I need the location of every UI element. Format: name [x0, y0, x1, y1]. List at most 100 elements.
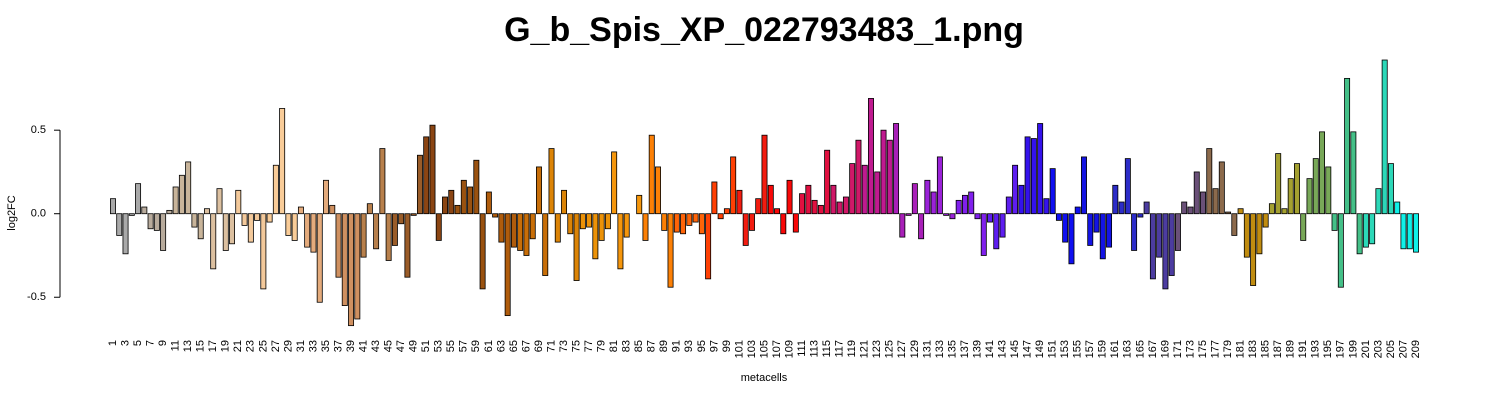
x-tick-label: 77: [583, 340, 595, 352]
bar: [1049, 168, 1056, 215]
x-tick-label: 69: [533, 340, 545, 352]
bar: [667, 213, 674, 288]
bar: [498, 213, 505, 243]
x-tick-label: 49: [408, 340, 420, 352]
x-tick-label: 91: [671, 340, 683, 352]
bar: [642, 213, 649, 241]
bar: [893, 123, 900, 215]
bar: [1099, 213, 1106, 260]
bar: [379, 148, 386, 215]
bar: [617, 213, 624, 270]
x-tick-label: 105: [758, 340, 770, 358]
bar: [1344, 77, 1351, 215]
bar: [604, 213, 611, 230]
bar: [774, 208, 780, 215]
bar: [122, 213, 129, 255]
x-tick-label: 153: [1059, 340, 1071, 358]
x-tick-label: 195: [1322, 340, 1334, 358]
x-tick-label: 71: [545, 340, 557, 352]
x-tick-label: 41: [357, 340, 369, 352]
bar: [661, 213, 668, 231]
x-tick-label: 103: [746, 340, 758, 358]
x-tick-label: 29: [282, 340, 294, 352]
bar: [586, 213, 593, 228]
bar: [842, 196, 849, 215]
x-tick-label: 25: [257, 340, 269, 352]
x-tick-label: 115: [821, 340, 833, 358]
bar: [836, 201, 843, 215]
bar: [128, 213, 135, 216]
x-tick-label: 53: [433, 340, 445, 352]
bar: [517, 213, 524, 251]
x-tick-label: 193: [1310, 340, 1322, 358]
bar: [410, 213, 417, 216]
x-tick-label: 43: [370, 340, 382, 352]
bar: [987, 213, 993, 223]
x-tick-label: 181: [1235, 340, 1247, 358]
x-tick-label: 147: [1022, 340, 1034, 358]
x-tick-label: 23: [245, 340, 257, 352]
x-tick-label: 127: [896, 340, 908, 358]
bar: [961, 194, 968, 215]
x-tick-label: 59: [470, 340, 482, 352]
x-tick-label: 107: [771, 340, 783, 358]
x-tick-label: 61: [483, 340, 495, 352]
bar: [1005, 196, 1012, 215]
bar: [348, 213, 355, 327]
bar: [360, 213, 367, 258]
bar: [1356, 213, 1363, 255]
bar: [1243, 213, 1250, 258]
x-tick-label: 191: [1297, 340, 1309, 358]
x-axis-title: metacells: [741, 372, 788, 384]
bar: [673, 213, 680, 233]
bar: [435, 213, 442, 241]
bar: [1413, 213, 1419, 253]
bar: [717, 213, 724, 220]
bar: [1319, 131, 1326, 215]
x-tick-label: 11: [170, 340, 182, 351]
x-tick-label: 37: [332, 340, 344, 352]
bar: [203, 208, 210, 215]
bar: [467, 186, 474, 215]
bar: [980, 213, 987, 256]
x-tick-label: 47: [395, 340, 407, 352]
bar: [623, 213, 630, 238]
bar: [316, 213, 323, 303]
x-tick-label: 133: [934, 340, 946, 358]
x-tick-label: 207: [1397, 340, 1409, 358]
x-tick-label: 141: [984, 340, 996, 358]
x-tick-label: 187: [1272, 340, 1284, 358]
x-tick-label: 13: [182, 340, 194, 352]
bar: [824, 149, 831, 215]
bar: [1300, 213, 1307, 241]
x-tick-label: 9: [157, 340, 169, 346]
bar: [1062, 213, 1069, 243]
bar: [1168, 213, 1175, 276]
bar: [936, 156, 943, 215]
bar: [166, 209, 173, 215]
bar: [153, 213, 160, 231]
x-tick-label: 185: [1260, 340, 1272, 358]
bar: [1375, 188, 1382, 215]
bar: [1325, 166, 1332, 215]
x-tick-label: 99: [721, 340, 733, 352]
bar: [918, 213, 925, 240]
bar: [1112, 184, 1119, 215]
bar: [341, 213, 348, 306]
bar: [1387, 163, 1394, 215]
x-tick-label: 165: [1134, 340, 1146, 358]
x-tick-label: 15: [195, 340, 207, 352]
y-tick-label: 0.5: [31, 124, 46, 136]
bar: [817, 204, 824, 215]
bar: [1306, 178, 1313, 215]
x-tick-label: 149: [1034, 340, 1046, 358]
bar: [160, 213, 167, 251]
bar: [178, 174, 185, 215]
x-tick-label: 109: [783, 340, 795, 358]
x-tick-label: 65: [508, 340, 520, 352]
bar: [1074, 206, 1081, 215]
x-tick-label: 21: [232, 340, 244, 352]
bar: [886, 139, 893, 215]
bar: [780, 213, 787, 235]
bar: [235, 189, 242, 215]
